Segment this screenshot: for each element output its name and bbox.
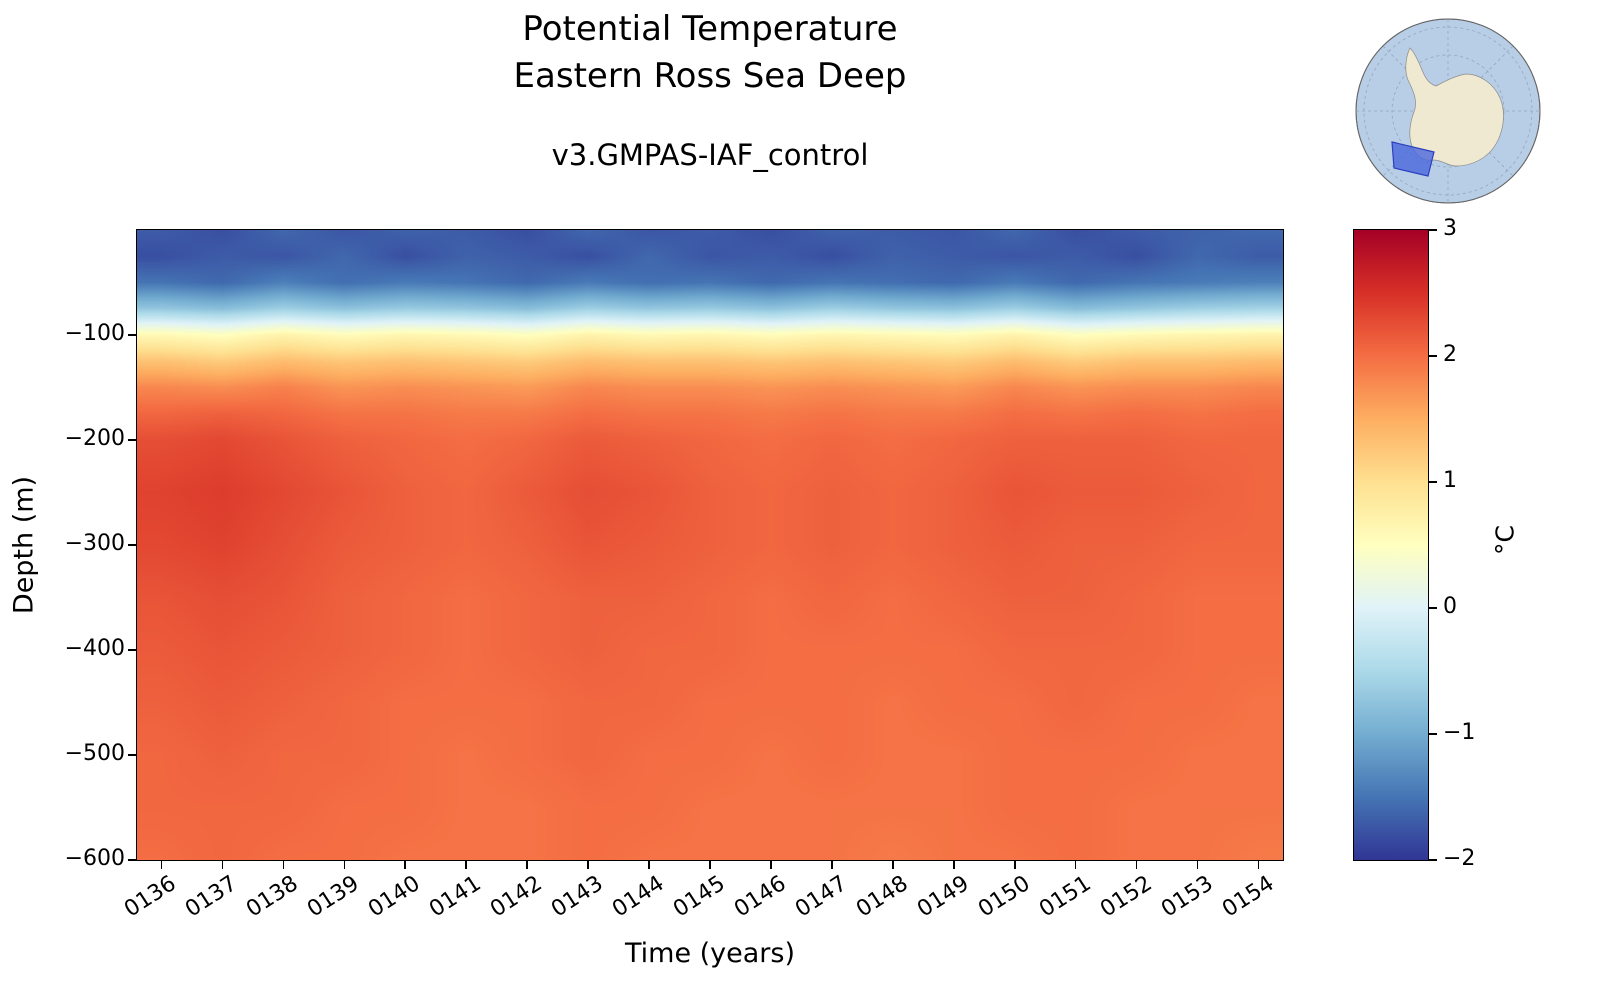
x-tick-mark <box>892 861 894 869</box>
x-tick-mark <box>587 861 589 869</box>
colorbar-tick-label: −1 <box>1443 720 1476 745</box>
y-tick-mark <box>128 334 136 336</box>
plot-title: Potential Temperature Eastern Ross Sea D… <box>137 6 1283 100</box>
colorbar-tick-label: 1 <box>1443 468 1457 493</box>
x-tick-mark <box>831 861 833 869</box>
colorbar-tick-mark <box>1429 859 1437 861</box>
colorbar <box>1353 229 1429 861</box>
colorbar-tick-mark <box>1429 481 1437 483</box>
colorbar-tick-mark <box>1429 733 1437 735</box>
heatmap-plot-area <box>136 229 1284 861</box>
x-tick-mark <box>1257 861 1260 869</box>
x-tick-mark <box>709 861 711 869</box>
y-tick-label: −200 <box>64 426 125 451</box>
colorbar-tick-label: 3 <box>1443 216 1457 241</box>
y-tick-mark <box>128 754 136 756</box>
title-line-2: Eastern Ross Sea Deep <box>513 55 907 96</box>
x-tick-mark <box>404 861 406 869</box>
x-tick-mark <box>526 861 528 869</box>
colorbar-tick-mark <box>1429 355 1437 357</box>
x-tick-mark <box>160 861 163 869</box>
heatmap-canvas <box>137 230 1283 860</box>
x-tick-mark <box>770 861 772 869</box>
x-tick-mark <box>1074 861 1077 869</box>
x-tick-mark <box>282 861 285 869</box>
colorbar-tick-label: −2 <box>1443 846 1476 871</box>
x-tick-mark <box>221 861 224 869</box>
y-tick-mark <box>128 544 136 546</box>
inset-border <box>1355 18 1541 204</box>
colorbar-tick-label: 2 <box>1443 342 1457 367</box>
y-tick-label: −400 <box>64 636 125 661</box>
y-tick-mark <box>128 439 136 441</box>
x-tick-mark <box>343 861 345 869</box>
x-axis-label: Time (years) <box>624 938 796 969</box>
x-tick-mark <box>1014 861 1016 869</box>
x-tick-mark <box>648 861 650 869</box>
y-tick-label: −300 <box>64 531 125 556</box>
y-tick-mark <box>128 649 136 651</box>
colorbar-label: °C <box>1490 525 1520 555</box>
y-tick-label: −600 <box>64 846 125 871</box>
colorbar-tick-label: 0 <box>1443 594 1457 619</box>
y-tick-label: −100 <box>64 321 125 346</box>
x-tick-mark <box>1196 861 1199 869</box>
y-tick-mark <box>128 859 136 861</box>
x-tick-mark <box>1135 861 1138 869</box>
region-highlight <box>1391 141 1435 177</box>
y-tick-label: −500 <box>64 741 125 766</box>
inset-map <box>1355 18 1541 204</box>
colorbar-tick-mark <box>1429 607 1437 609</box>
colorbar-tick-mark <box>1429 229 1437 231</box>
x-tick-mark <box>465 861 467 869</box>
title-line-1: Potential Temperature <box>522 9 898 49</box>
x-tick-mark <box>953 861 955 869</box>
plot-subtitle: v3.GMPAS-IAF_control <box>551 138 869 172</box>
antarctica-landmass <box>1405 47 1504 167</box>
